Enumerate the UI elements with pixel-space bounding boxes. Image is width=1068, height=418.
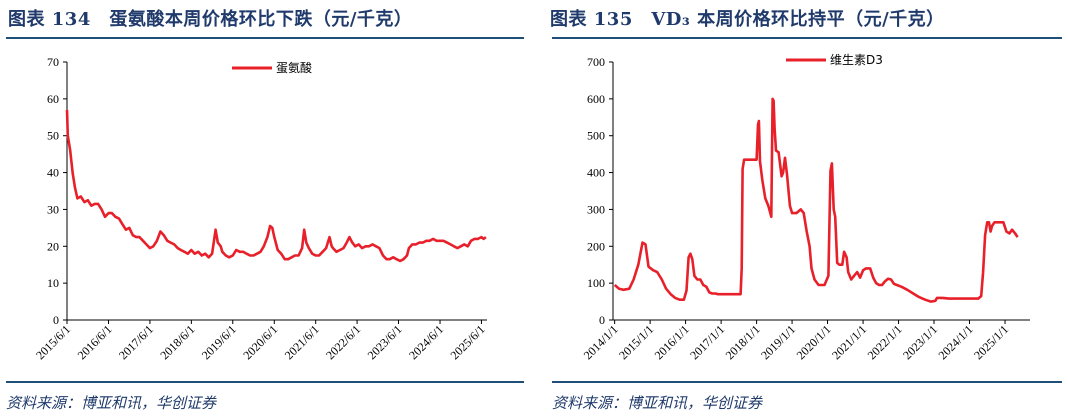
source-note: 资料来源：博亚和讯，华创证券 [6, 394, 217, 412]
chart-title: 图表 135 VD₃ 本周价格环比持平（元/千克） [550, 9, 945, 30]
x-tick-label: 2025/6/1 [447, 322, 487, 362]
y-tick-label: 700 [587, 55, 605, 69]
legend-label: 蛋氨酸 [276, 60, 312, 75]
vitamin-d3-line-chart: 01002003004005006007002014/1/12015/1/120… [581, 53, 1030, 362]
y-tick-label: 400 [587, 166, 605, 180]
y-tick-label: 50 [47, 129, 59, 143]
x-tick-label: 2020/6/1 [240, 322, 280, 362]
y-tick-label: 300 [587, 202, 605, 216]
y-tick-label: 100 [587, 276, 605, 290]
x-tick-label: 2024/6/1 [406, 322, 446, 362]
x-tick-label: 2016/1/1 [652, 322, 692, 362]
x-tick-label: 2025/1/1 [971, 322, 1011, 362]
y-tick-label: 500 [587, 129, 605, 143]
x-tick-label: 2017/6/1 [116, 322, 156, 362]
x-tick-label: 2023/1/1 [900, 322, 940, 362]
x-tick-label: 2018/6/1 [157, 322, 197, 362]
x-tick-label: 2020/1/1 [794, 322, 834, 362]
x-tick-label: 2019/6/1 [199, 322, 239, 362]
footer-divider [6, 381, 524, 383]
title-divider [552, 37, 1062, 39]
y-tick-label: 10 [47, 276, 59, 290]
x-tick-label: 2021/6/1 [282, 322, 322, 362]
y-tick-label: 20 [47, 239, 59, 253]
x-tick-label: 2015/1/1 [616, 322, 656, 362]
y-tick-label: 40 [47, 166, 59, 180]
x-tick-label: 2015/6/1 [33, 322, 73, 362]
x-tick-label: 2023/6/1 [365, 322, 405, 362]
chart-panel-left: 图表 134 蛋氨酸本周价格环比下跌（元/千克） 0 10 20 30 40 50 60 70… [0, 0, 530, 418]
series-line [65, 109, 487, 263]
y-tick-label: 60 [47, 92, 59, 106]
x-tick-label: 2022/6/1 [323, 322, 363, 362]
chart-title: 图表 134 蛋氨酸本周价格环比下跌（元/千克） [8, 9, 413, 30]
x-tick-label: 2019/1/1 [758, 322, 798, 362]
title-divider [6, 37, 524, 39]
footer-divider [552, 381, 1062, 383]
x-tick-label: 2024/1/1 [936, 322, 976, 362]
x-tick-label: 2021/1/1 [829, 322, 869, 362]
source-note: 资料来源：博亚和讯，华创证券 [552, 394, 763, 412]
y-tick-label: 0 [53, 313, 59, 327]
chart-panel-right: 图表 135 VD₃ 本周价格环比持平（元/千克） 0 100 200 300 400 5… [546, 0, 1068, 418]
x-tick-label: 2014/1/1 [581, 322, 621, 362]
y-tick-label: 200 [587, 239, 605, 253]
y-tick-label: 30 [47, 202, 59, 216]
series-line [613, 97, 1019, 303]
x-tick-label: 2017/1/1 [687, 322, 727, 362]
legend-label: 维生素D3 [830, 53, 883, 67]
x-tick-label: 2018/1/1 [723, 322, 763, 362]
y-tick-label: 600 [587, 92, 605, 106]
y-tick-label: 70 [47, 55, 59, 69]
x-tick-label: 2022/1/1 [865, 322, 905, 362]
y-tick-label: 0 [599, 313, 605, 327]
x-tick-label: 2016/6/1 [75, 322, 115, 362]
